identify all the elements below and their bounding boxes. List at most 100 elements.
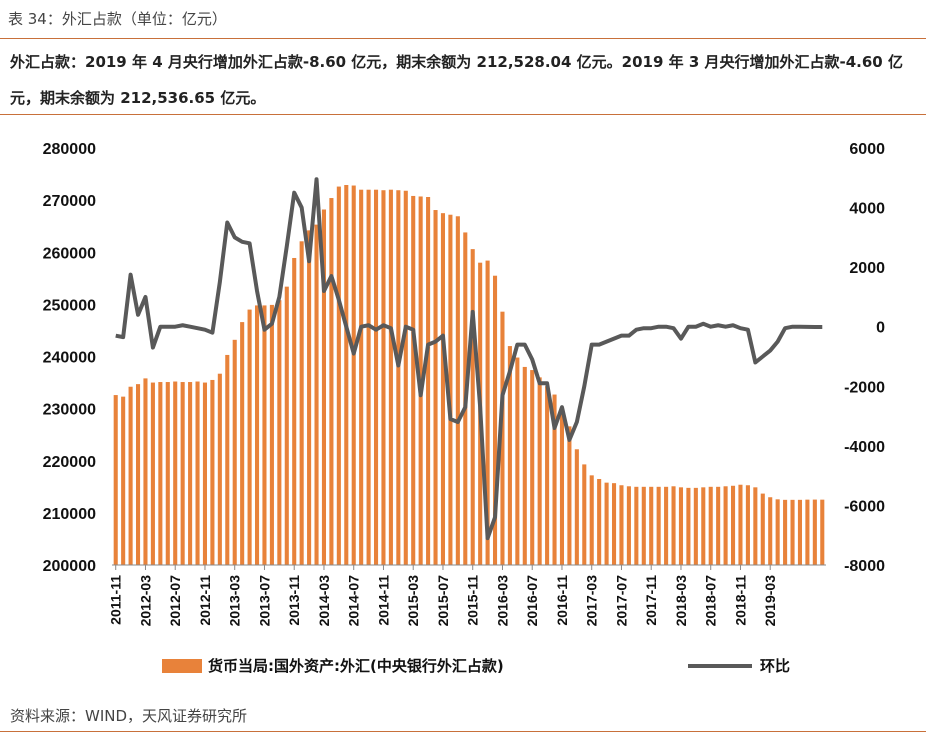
fx-bar xyxy=(812,499,817,565)
fx-bar xyxy=(373,189,379,565)
mom-change-line xyxy=(115,177,823,541)
fx-bar xyxy=(701,487,706,565)
fx-bar xyxy=(411,195,416,565)
fx-bar xyxy=(314,224,319,565)
right-tick-label: -4000 xyxy=(844,439,885,456)
fx-bar xyxy=(693,487,698,565)
right-axis: -8000 -6000 -4000 -2000 0 2000 4000 6000 xyxy=(844,141,885,575)
x-tick-label: 2013-07 xyxy=(256,575,272,627)
x-tick-label: 2015-03 xyxy=(405,575,421,627)
x-tick-label: 2013-03 xyxy=(227,575,243,627)
fx-bar xyxy=(775,499,780,565)
fx-bar xyxy=(299,241,304,566)
fx-bar xyxy=(262,305,267,565)
fx-bar xyxy=(738,484,743,565)
fx-bar xyxy=(254,305,260,565)
fx-bar xyxy=(180,382,185,565)
x-tick-label: 2015-07 xyxy=(435,575,451,627)
fx-bar xyxy=(723,486,728,565)
fx-bar xyxy=(210,379,215,565)
fx-bar xyxy=(269,304,274,565)
fx-bar xyxy=(455,216,460,565)
fx-bar xyxy=(173,381,178,565)
fx-bar xyxy=(247,309,252,565)
fx-bar xyxy=(128,386,133,565)
fx-bar xyxy=(656,486,661,565)
legend: 货币当局:国外资产:外汇(中央银行外汇占款) 环比 xyxy=(162,657,790,675)
fx-bar xyxy=(545,386,550,565)
fx-bar xyxy=(388,189,393,565)
title-rule xyxy=(0,38,926,39)
fx-bar xyxy=(515,357,520,565)
fx-bar xyxy=(165,382,170,565)
summary-text: 外汇占款：2019 年 4 月央行增加外汇占款-8.60 亿元，期末余额为 21… xyxy=(10,53,903,107)
fx-bar xyxy=(686,487,691,565)
fx-bar xyxy=(351,185,356,565)
x-tick-label: 2012-11 xyxy=(197,575,213,626)
fx-bar xyxy=(359,189,364,565)
fx-bar xyxy=(649,486,654,565)
fx-bar xyxy=(433,210,438,565)
fx-bar xyxy=(611,483,617,565)
right-tick-label: 4000 xyxy=(849,201,885,218)
x-tick-label: 2011-11 xyxy=(108,575,124,625)
fx-bar xyxy=(820,499,825,565)
left-tick-label: 210000 xyxy=(43,506,96,523)
fx-bar xyxy=(730,485,736,565)
x-tick-label: 2016-11 xyxy=(554,575,570,626)
source-note: 资料来源：WIND，天风证券研究所 xyxy=(10,707,248,725)
x-tick-label: 2017-11 xyxy=(643,575,659,626)
right-tick-label: 6000 xyxy=(849,141,885,158)
right-tick-label: -2000 xyxy=(844,379,885,396)
summary-rule xyxy=(0,114,926,115)
x-tick-label: 2012-03 xyxy=(137,575,153,627)
left-tick-label: 270000 xyxy=(43,193,96,210)
fx-bar xyxy=(329,198,334,566)
fx-bar xyxy=(195,381,200,565)
x-tick-label: 2016-07 xyxy=(524,575,540,627)
x-tick-label: 2019-03 xyxy=(762,575,778,627)
fx-bar xyxy=(485,260,490,565)
fx-bar xyxy=(292,257,297,565)
left-tick-label: 260000 xyxy=(43,245,96,262)
fx-bar xyxy=(574,449,579,565)
fx-bar xyxy=(158,382,163,565)
x-tick-label: 2014-03 xyxy=(316,575,332,627)
fx-bar xyxy=(745,485,750,565)
left-tick-label: 230000 xyxy=(43,402,96,419)
legend-bar-label: 货币当局:国外资产:外汇(中央银行外汇占款) xyxy=(208,657,504,675)
x-tick-label: 2018-03 xyxy=(673,575,689,627)
left-tick-label: 240000 xyxy=(43,350,96,367)
right-tick-label: -8000 xyxy=(844,558,885,575)
x-tick-label: 2016-03 xyxy=(494,575,510,627)
x-axis: 2011-11 2012-03 2012-07 2012-11 2013-03 2013-… xyxy=(108,565,778,627)
fx-bar xyxy=(790,499,795,565)
fx-bar xyxy=(336,186,341,565)
fx-bar xyxy=(321,209,327,565)
left-tick-label: 250000 xyxy=(43,297,96,314)
fx-bar xyxy=(678,487,684,565)
x-tick-label: 2013-11 xyxy=(286,575,302,626)
fx-bar xyxy=(366,189,371,565)
fx-bar xyxy=(121,396,126,565)
fx-bar xyxy=(403,190,408,566)
fx-bar xyxy=(135,384,141,565)
fx-bar xyxy=(522,366,527,565)
fx-bar xyxy=(277,300,282,565)
fx-bar xyxy=(232,339,237,565)
fx-bar xyxy=(567,426,572,565)
fx-bar xyxy=(582,464,587,565)
fx-bar xyxy=(240,322,245,565)
fx-bar xyxy=(768,497,773,565)
fx-bar xyxy=(619,485,624,565)
fx-bar xyxy=(426,197,431,565)
fx-bar xyxy=(307,230,312,566)
fx-bar xyxy=(716,486,721,565)
fx-bar xyxy=(225,354,230,565)
fx-bar xyxy=(492,275,498,565)
fx-bar xyxy=(530,370,535,565)
fx-bar xyxy=(589,475,594,565)
left-tick-label: 220000 xyxy=(43,454,96,471)
right-tick-label: 2000 xyxy=(849,260,885,277)
